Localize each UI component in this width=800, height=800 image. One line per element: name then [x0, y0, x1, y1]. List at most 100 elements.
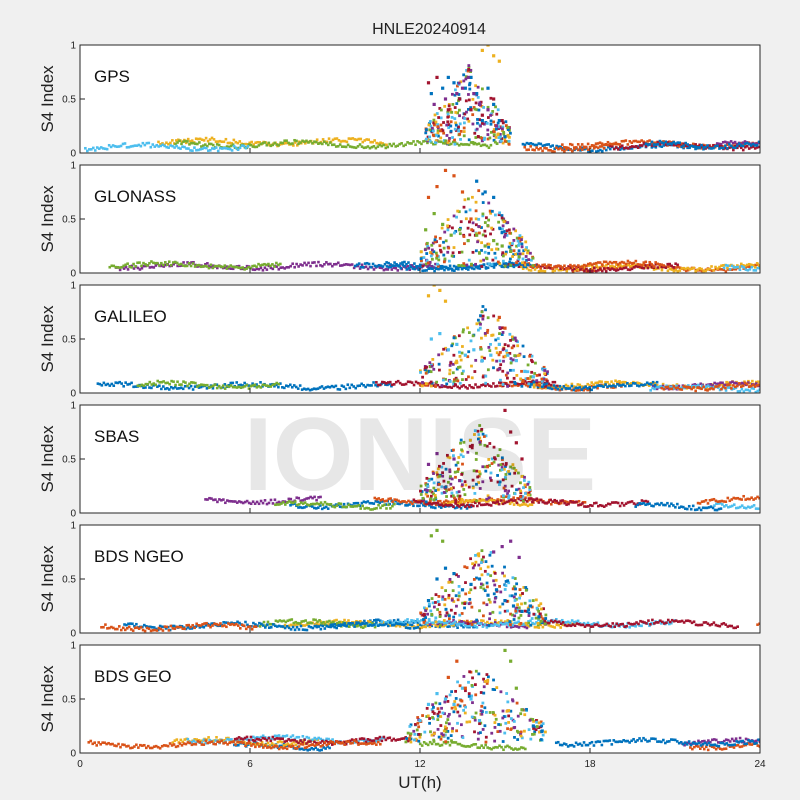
data-point	[756, 495, 759, 499]
data-point	[626, 268, 630, 271]
data-point	[654, 267, 658, 271]
data-point	[372, 381, 375, 384]
data-point	[490, 209, 494, 213]
data-point	[505, 229, 509, 233]
data-point	[395, 498, 398, 502]
data-point	[120, 265, 123, 269]
data-point	[485, 624, 489, 627]
data-point	[461, 378, 464, 381]
data-point	[176, 380, 179, 384]
data-point	[555, 384, 559, 388]
data-point	[454, 500, 458, 503]
data-point	[299, 263, 302, 266]
data-point	[386, 621, 390, 624]
data-point	[724, 386, 727, 390]
data-point	[204, 383, 207, 387]
data-point	[389, 263, 392, 266]
data-point	[639, 619, 642, 623]
data-point	[614, 142, 618, 146]
data-point	[553, 266, 556, 269]
data-point	[438, 288, 442, 292]
data-point	[463, 121, 466, 125]
data-point	[502, 467, 506, 471]
data-point	[278, 619, 282, 622]
data-point	[401, 263, 405, 267]
data-point	[424, 368, 427, 372]
data-point	[467, 624, 471, 628]
data-point	[465, 143, 469, 146]
data-point	[442, 500, 446, 504]
data-point	[674, 269, 678, 272]
data-point	[430, 621, 433, 625]
data-point	[528, 498, 531, 502]
data-point	[605, 622, 609, 626]
data-point	[432, 118, 436, 122]
data-point	[250, 140, 253, 144]
data-point	[118, 268, 122, 272]
data-point	[527, 614, 531, 617]
data-point	[578, 145, 582, 149]
data-point	[549, 149, 552, 152]
data-point	[469, 68, 473, 72]
data-point	[642, 261, 646, 264]
data-point	[321, 624, 325, 628]
data-point	[482, 587, 486, 591]
data-point	[446, 348, 450, 352]
data-point	[459, 80, 463, 84]
data-point	[543, 369, 547, 372]
data-point	[678, 145, 681, 148]
data-point	[466, 239, 470, 243]
data-point	[467, 119, 471, 123]
data-point	[704, 269, 707, 273]
data-point	[684, 267, 688, 271]
data-point	[481, 201, 485, 204]
data-point	[119, 628, 123, 632]
data-point	[535, 625, 539, 629]
data-point	[551, 500, 554, 503]
data-point	[525, 267, 529, 270]
data-point	[476, 265, 480, 268]
data-point	[195, 148, 198, 152]
data-point	[755, 261, 759, 265]
data-point	[122, 384, 125, 388]
data-point	[295, 503, 299, 507]
data-point	[435, 112, 439, 115]
data-point	[591, 625, 595, 628]
data-point	[452, 623, 455, 627]
data-point	[413, 262, 416, 265]
data-point	[190, 141, 193, 145]
data-point	[590, 384, 593, 388]
data-point	[531, 360, 534, 364]
data-point	[437, 620, 441, 624]
data-point	[336, 144, 340, 148]
data-point	[528, 385, 532, 389]
data-point	[480, 427, 484, 431]
data-point	[456, 470, 460, 473]
data-point	[524, 255, 528, 258]
data-point	[102, 625, 105, 629]
data-point	[239, 386, 243, 390]
data-point	[310, 388, 314, 391]
data-point	[175, 625, 179, 629]
data-point	[696, 501, 700, 505]
data-point	[225, 267, 229, 270]
data-point	[416, 504, 419, 508]
data-point	[241, 501, 245, 505]
data-point	[305, 497, 308, 500]
data-point	[182, 380, 185, 383]
data-point	[434, 489, 438, 492]
data-point	[255, 500, 259, 504]
data-point	[284, 620, 288, 624]
data-point	[499, 135, 502, 139]
data-point	[486, 133, 490, 136]
data-point	[138, 261, 141, 264]
data-point	[412, 627, 416, 630]
data-point	[487, 201, 491, 205]
data-point	[442, 491, 446, 494]
data-point	[452, 214, 456, 218]
data-point	[453, 127, 457, 131]
data-point	[217, 384, 221, 388]
data-point	[512, 503, 516, 506]
data-point	[527, 380, 531, 384]
data-point	[313, 495, 316, 499]
